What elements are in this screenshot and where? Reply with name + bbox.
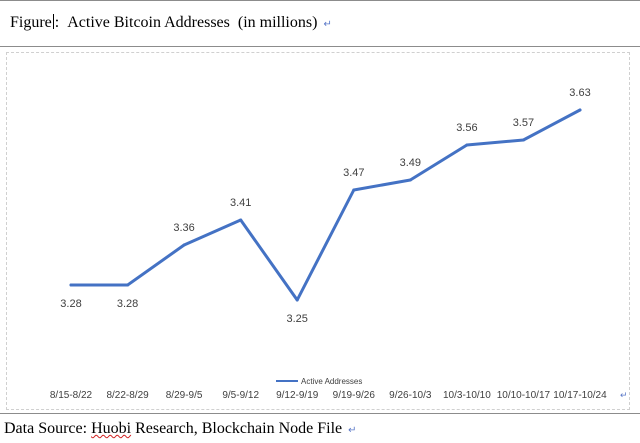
paragraph-return-icon: ↵ [620,390,628,400]
data-point [352,188,356,192]
data-label: 3.47 [343,167,364,179]
source-text: Research, Blockchain Node File [131,420,343,437]
data-label: 3.49 [400,157,421,169]
x-tick-label: 9/5-9/12 [222,390,259,401]
data-point [521,138,525,142]
data-label: 3.28 [60,298,81,310]
source-spellcheck-word: Huobi [91,420,132,437]
data-label: 3.25 [286,313,307,325]
caption-divider [0,46,640,47]
x-tick-label: 9/12-9/19 [276,390,319,401]
data-source-line: Data Source: Huobi Research, Blockchain … [4,420,357,438]
paragraph-return-icon: ↵ [348,425,357,436]
x-tick-label: 10/17-10/24 [553,390,607,401]
source-divider [0,413,640,414]
x-tick-label: 8/15-8/22 [50,390,93,401]
chart-frame [6,52,630,410]
data-point [239,218,243,222]
x-tick-label: 9/26-10/3 [389,390,432,401]
data-point [578,108,582,112]
legend-label: Active Addresses [301,377,362,386]
data-point [69,283,73,287]
data-point [465,143,469,147]
figure-caption: Figure: Active Bitcoin Addresses (in mil… [10,14,332,31]
paragraph-return-icon: ↵ [323,19,332,30]
series-line-active-addresses [69,108,582,302]
x-tick-label: 9/19-9/26 [333,390,376,401]
data-label: 3.41 [230,197,251,209]
source-label: Data Source: [4,420,92,437]
data-point [408,178,412,182]
x-tick-label: 8/22-8/29 [106,390,149,401]
data-label: 3.56 [456,122,477,134]
data-label: 3.63 [569,87,590,99]
line-chart: 3.28 3.28 3.36 3.41 3.25 3.47 3.49 3.56 3.57 3.63… [50,87,628,401]
caption-prefix: Figure [10,14,52,31]
data-label: 3.36 [173,222,194,234]
data-label: 3.57 [513,117,534,129]
data-label: 3.28 [117,298,138,310]
text-cursor [52,14,54,29]
x-tick-label: 10/3-10/10 [443,390,491,401]
x-tick-label: 8/29-9/5 [166,390,203,401]
top-border [0,0,640,1]
data-point [126,283,130,287]
x-tick-label: 10/10-10/17 [497,390,551,401]
data-point [182,243,186,247]
data-point [295,298,299,302]
caption-title: Active Bitcoin Addresses (in millions) [67,14,318,31]
